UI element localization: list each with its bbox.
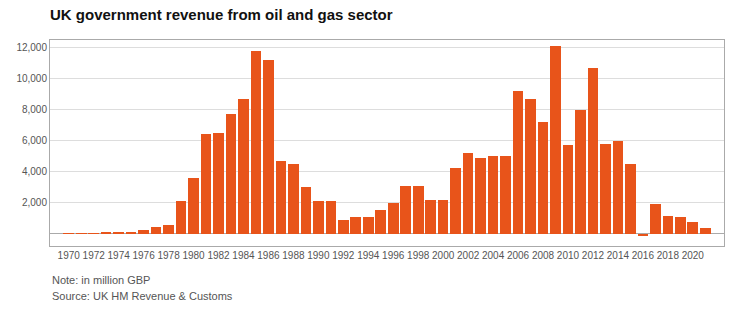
svg-text:2008: 2008	[532, 250, 555, 261]
svg-text:2020: 2020	[682, 250, 705, 261]
svg-text:12,000: 12,000	[16, 42, 47, 53]
svg-text:2016: 2016	[632, 250, 655, 261]
svg-text:1980: 1980	[182, 250, 205, 261]
svg-text:2002: 2002	[457, 250, 480, 261]
svg-text:2018: 2018	[657, 250, 680, 261]
svg-text:1988: 1988	[282, 250, 305, 261]
svg-text:1992: 1992	[332, 250, 355, 261]
svg-text:Source: UK HM Revenue & Custom: Source: UK HM Revenue & Customs	[52, 290, 233, 302]
svg-text:1972: 1972	[83, 250, 106, 261]
svg-text:6,000: 6,000	[22, 135, 47, 146]
svg-text:2004: 2004	[482, 250, 505, 261]
svg-text:8,000: 8,000	[22, 104, 47, 115]
svg-text:1970: 1970	[58, 250, 81, 261]
svg-text:1976: 1976	[132, 250, 155, 261]
svg-text:1978: 1978	[157, 250, 180, 261]
svg-text:1998: 1998	[407, 250, 430, 261]
svg-text:Note: in million GBP: Note: in million GBP	[52, 274, 150, 286]
svg-text:1974: 1974	[108, 250, 131, 261]
svg-text:2014: 2014	[607, 250, 630, 261]
svg-text:2000: 2000	[432, 250, 455, 261]
svg-text:1996: 1996	[382, 250, 405, 261]
svg-text:2,000: 2,000	[22, 197, 47, 208]
svg-text:4,000: 4,000	[22, 166, 47, 177]
svg-text:1986: 1986	[257, 250, 280, 261]
svg-text:1982: 1982	[207, 250, 230, 261]
svg-text:1990: 1990	[307, 250, 330, 261]
svg-text:2010: 2010	[557, 250, 580, 261]
svg-text:1994: 1994	[357, 250, 380, 261]
svg-text:1984: 1984	[232, 250, 255, 261]
svg-text:2012: 2012	[582, 250, 605, 261]
svg-text:2006: 2006	[507, 250, 530, 261]
svg-text:10,000: 10,000	[16, 73, 47, 84]
svg-text:UK government revenue from oil: UK government revenue from oil and gas s…	[50, 6, 393, 23]
